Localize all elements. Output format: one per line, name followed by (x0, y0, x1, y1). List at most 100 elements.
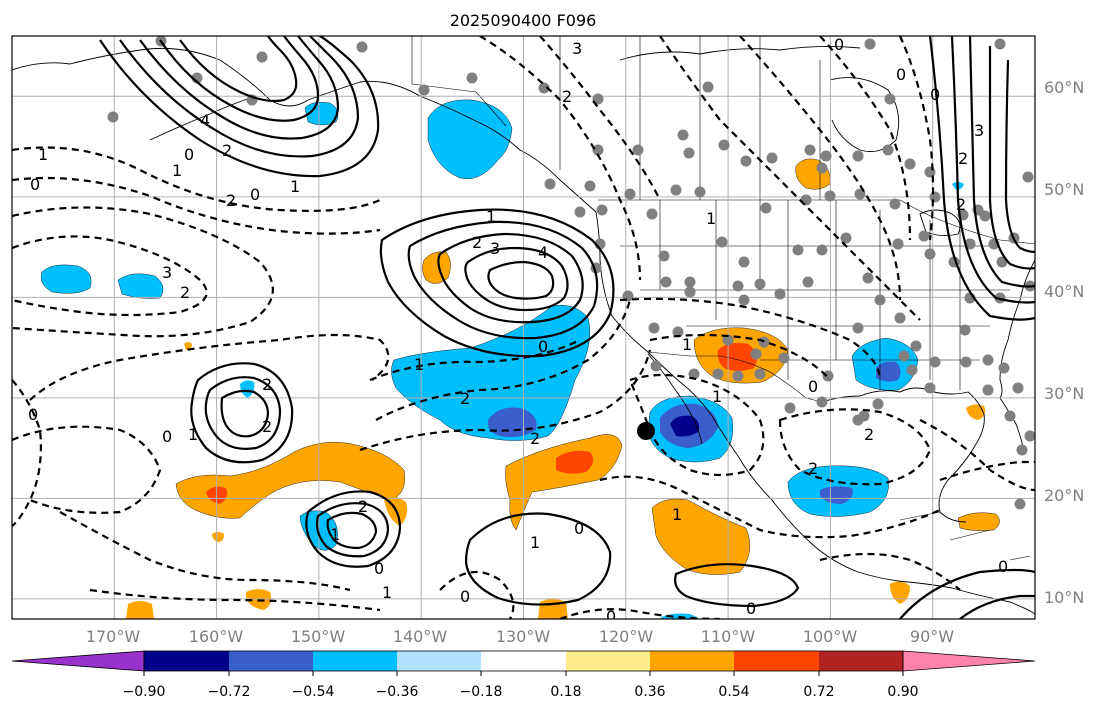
contour-label: 0 (834, 35, 844, 54)
station-dot (998, 362, 1010, 374)
station-dot (688, 368, 700, 380)
station-dot (1004, 410, 1016, 422)
station-dot (732, 370, 744, 382)
contour-label: 0 (28, 405, 38, 424)
station-dot (750, 348, 762, 360)
neg-anomaly-baja-core (670, 415, 700, 437)
contour-label: 2 (180, 283, 190, 302)
pos-anomaly-east-pacific-core (556, 450, 594, 474)
station-dot (892, 238, 904, 250)
contour-solid-east-pacific-low (464, 512, 612, 606)
pos-anomaly-gulf-mexico (966, 404, 986, 420)
contour-label: 2 (358, 497, 368, 516)
contour-label: 2 (460, 389, 470, 408)
contours-dashed (12, 36, 1035, 619)
coastline-aleutians (149, 95, 257, 141)
contour-label: 4 (200, 111, 210, 130)
lon-label: 130°W (496, 627, 551, 646)
station-dot (840, 232, 852, 244)
station-dot (670, 184, 682, 196)
contour-label: 4 (538, 243, 548, 262)
contour-dashed-north-2 (12, 176, 381, 235)
station-dot (1012, 382, 1024, 394)
station-dot (684, 276, 696, 288)
contour-solid-pacific-high-3 (437, 232, 584, 324)
border-us-mexico (647, 351, 823, 403)
contour-label: 1 (414, 355, 424, 374)
contour-label: 0 (538, 337, 548, 356)
colorbar-ticks (143, 671, 904, 676)
latitude-labels: 60°N 50°N 40°N 30°N 20°N 10°N (1044, 78, 1084, 607)
contour-label: 0 (184, 145, 194, 164)
colorbar-tick-label: −0.90 (123, 684, 166, 700)
lon-label: 100°W (803, 627, 858, 646)
lat-label: 20°N (1044, 486, 1084, 505)
contour-label: 1 (382, 583, 392, 602)
neg-anomaly-gulf-core (876, 361, 901, 382)
contour-label: 2 (472, 233, 482, 252)
station-dot (982, 384, 994, 396)
contour-label: 2 (222, 141, 232, 160)
contour-solid-southeast-2 (959, 594, 1035, 619)
station-dot (884, 93, 896, 105)
coastline-great-lakes (919, 209, 961, 237)
station-dot (852, 322, 864, 334)
contour-solid-hawaii-3 (220, 389, 270, 438)
contour-solid-aleutian-5 (179, 36, 298, 103)
coastline-gulf-mexico (821, 387, 985, 523)
pos-anomaly-south-edge-1 (126, 601, 154, 619)
contour-label: 1 (486, 207, 496, 226)
station-dot (994, 38, 1006, 50)
contour-dashed-pacific-3 (29, 333, 390, 401)
station-dot (694, 186, 706, 198)
coastline-baja (647, 353, 703, 445)
colorbar-bin (734, 651, 819, 671)
longitude-labels: 170°W 160°W 150°W 140°W 130°W 120°W 110°… (86, 627, 954, 646)
neg-anomaly-bc-coast (427, 99, 513, 180)
station-dot (766, 152, 778, 164)
station-dot (658, 250, 670, 262)
station-dot (959, 324, 971, 336)
contour-dashed-west-coast-1 (479, 36, 642, 281)
map-frame (11, 35, 1036, 620)
colorbar-tick-label: −0.18 (460, 684, 503, 700)
station-dot (466, 72, 478, 84)
contour-solid-atlantic-2 (950, 36, 1035, 304)
contour-label: 2 (530, 429, 540, 448)
colorbar-tick-label: −0.72 (208, 684, 251, 700)
station-dot (852, 150, 864, 162)
station-dot (632, 144, 644, 156)
lat-label: 40°N (1044, 282, 1084, 301)
station-dot (740, 155, 752, 167)
contour-label: 3 (490, 239, 500, 258)
station-dot (256, 51, 268, 63)
coastline-east (999, 259, 1035, 399)
station-dot (418, 84, 430, 96)
station-dot (800, 194, 812, 206)
contour-dashed-gulf-1 (778, 408, 932, 486)
station-dot (672, 326, 684, 338)
station-dot (1024, 430, 1035, 442)
contour-label: 2 (958, 149, 968, 168)
contour-label: 1 (672, 505, 682, 524)
contour-dashed-pacific-1 (12, 235, 208, 317)
station-dot (592, 144, 604, 156)
station-dot (648, 322, 660, 334)
neg-anomaly-subtropical-pacific-core (487, 407, 537, 438)
contours-solid (99, 36, 1035, 619)
contour-solid-pacific-high-2 (407, 220, 599, 340)
contour-solid-southeast-1 (899, 568, 1035, 619)
contour-dashed-far-west (12, 379, 42, 527)
contour-dashed-north-1 (12, 146, 381, 212)
pos-anomaly-ne-pacific (422, 251, 451, 284)
station-dot (874, 294, 886, 306)
station-dot (683, 147, 695, 159)
station-dot (760, 202, 772, 214)
station-dot (774, 288, 786, 300)
neg-anomaly-subtropical-pacific (391, 305, 590, 441)
contour-dashed-us-1 (619, 297, 882, 381)
map-panel: 3 0 2 1 0 2 4 2 0 1 0 2 3 2 1 2 3 4 1 0 … (12, 35, 1035, 619)
contour-solid-atlantic-1 (928, 36, 1035, 321)
station-dot (538, 82, 550, 94)
